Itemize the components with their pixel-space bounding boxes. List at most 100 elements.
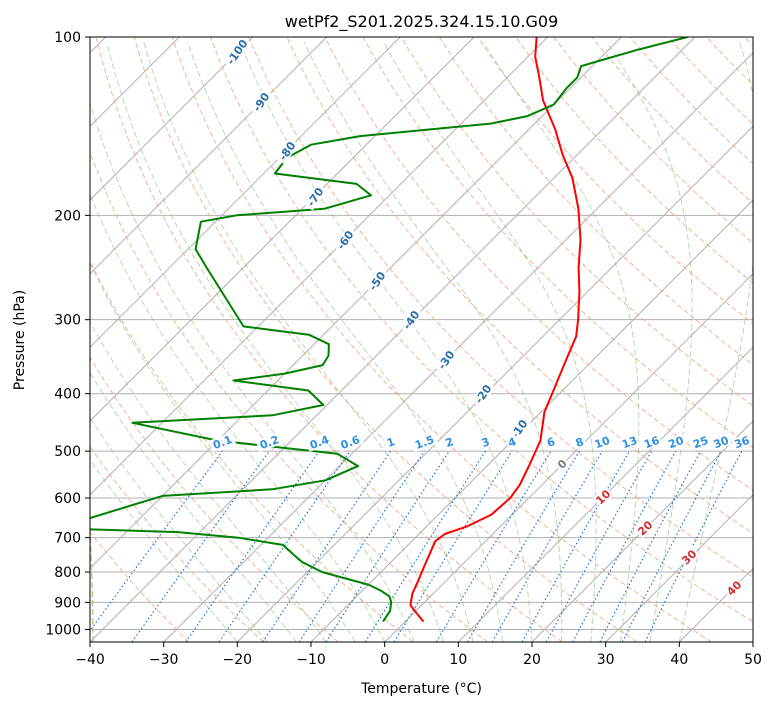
mixing-ratio-label: 6 — [545, 435, 557, 450]
isotherm — [457, 346, 753, 642]
x-tick-label: 20 — [523, 652, 541, 668]
isotherm — [90, 37, 254, 201]
mixing-ratio-label: 8 — [574, 435, 586, 450]
dry-adiabat — [90, 531, 190, 642]
moist-adiabat — [90, 417, 268, 642]
y-tick-label: 700 — [54, 531, 81, 547]
x-tick-label: 0 — [380, 652, 389, 668]
temperature-line — [409, 37, 582, 623]
dry-adiabat — [90, 356, 339, 642]
dry-adiabat — [90, 259, 414, 642]
mixing-ratio-label-bg — [478, 434, 493, 450]
dry-adiabat-label-bg — [302, 183, 328, 211]
mixing-ratio-line — [325, 450, 450, 642]
mixing-ratio-line — [90, 450, 223, 632]
moist-adiabat — [606, 41, 693, 642]
mixing-ratio-label-bg — [543, 434, 559, 450]
plot-frame — [89, 36, 754, 643]
moist-adiabat-label-bg — [592, 486, 614, 508]
mixing-ratio-line — [572, 450, 677, 642]
x-tick-label: −40 — [75, 652, 105, 668]
x-tick-label: 50 — [744, 652, 762, 668]
x-tick-label: −20 — [223, 652, 253, 668]
isotherm — [531, 420, 753, 642]
mixing-ratio-label: 0.6 — [339, 433, 362, 452]
dry-adiabat — [362, 37, 753, 449]
isotherm — [90, 37, 475, 422]
mixing-ratio-label: 20 — [667, 434, 686, 452]
dry-adiabat-label-bg — [398, 306, 424, 334]
dry-adiabat — [286, 37, 753, 534]
dry-adiabat — [95, 37, 563, 642]
dry-adiabat — [133, 37, 638, 642]
mixing-ratio-label-bg — [410, 432, 439, 453]
mixing-ratio-label: 3 — [480, 435, 492, 450]
dry-adiabat — [591, 37, 753, 204]
mixing-ratio-label-bg — [336, 432, 364, 453]
mixing-ratio-label-bg — [383, 434, 398, 450]
dry-adiabat-label-bg — [274, 137, 300, 165]
dry-adiabat — [171, 37, 712, 642]
mixing-ratio-label: 0.4 — [308, 433, 331, 452]
mixing-ratio-label-bg — [572, 434, 587, 450]
dry-adiabat — [210, 37, 753, 623]
x-tick-label: −30 — [149, 652, 179, 668]
x-axis-label: Temperature (°C) — [360, 681, 482, 697]
isotherm — [605, 493, 753, 642]
mixing-ratio-label-bg — [255, 432, 284, 453]
mixing-ratio-line — [545, 450, 653, 642]
mixing-ratio-label-bg — [618, 433, 640, 451]
moist-adiabat — [90, 262, 356, 642]
moist-adiabat — [303, 41, 563, 642]
dry-adiabat — [324, 37, 753, 491]
mixing-ratio-line — [218, 450, 351, 642]
mixing-ratio-label: 13 — [620, 434, 639, 451]
y-tick-label: 600 — [54, 491, 81, 507]
mixing-ratio-label-bg — [504, 434, 520, 450]
mixing-ratio-label: 30 — [712, 434, 731, 452]
dry-adiabat-label-bg — [364, 267, 390, 295]
y-tick-label: 800 — [54, 565, 81, 581]
mixing-ratio-label-bg — [665, 433, 687, 451]
y-tick-label: 300 — [54, 313, 81, 329]
moist-adiabat — [678, 41, 753, 642]
inline-line-labels: -100-90-80-70-60-50-40-30-20-100.1 0.2 0.4… — [208, 37, 753, 599]
mixing-ratio-label: 16 — [642, 434, 661, 452]
mixing-ratio-label-bg — [305, 432, 334, 453]
y-axis-label: Pressure (hPa) — [12, 290, 28, 390]
mixing-ratio-label-bg — [591, 433, 613, 451]
dry-adiabat-label-bg — [332, 226, 358, 254]
moist-adiabat — [482, 41, 640, 642]
moist-adiabat-label-bg — [634, 517, 656, 539]
y-tick-label: 200 — [54, 208, 81, 224]
mixing-ratio-label: 1.5 — [413, 433, 436, 452]
mixing-ratio-label-bg — [442, 434, 457, 450]
isotherm — [236, 125, 753, 642]
data-series — [90, 37, 688, 623]
y-tick-label: 500 — [54, 444, 81, 460]
mixing-ratio-line — [131, 450, 270, 642]
mixing-ratio-label: 4 — [506, 435, 518, 450]
mixing-ratio-label-bg — [208, 432, 237, 453]
moist-adiabat-label-bg — [678, 546, 700, 568]
dry-adiabat-label-bg — [433, 346, 459, 374]
x-tick-label: 40 — [670, 652, 688, 668]
moist-adiabat — [90, 192, 386, 642]
mixing-ratio-label: 1 — [385, 435, 397, 450]
dry-adiabat — [400, 37, 753, 407]
x-tick-label: −10 — [296, 652, 326, 668]
mixing-ratio-line — [435, 450, 552, 642]
dewpoint-line — [90, 37, 688, 623]
dry-adiabat — [248, 37, 753, 578]
dry-adiabat-label-bg — [222, 37, 252, 69]
dry-adiabat — [438, 37, 753, 365]
mixing-ratio-label-bg — [690, 433, 712, 451]
y-tick-label: 1000 — [45, 622, 81, 638]
isotherm — [90, 37, 549, 496]
y-tick-label: 100 — [54, 30, 81, 46]
moist-adiabat-label-bg — [723, 577, 745, 599]
x-tick-label: 10 — [449, 652, 467, 668]
mixing-ratio-line — [185, 450, 320, 642]
mixing-ratio-line — [364, 450, 486, 642]
mixing-ratio-label-bg — [641, 433, 663, 451]
